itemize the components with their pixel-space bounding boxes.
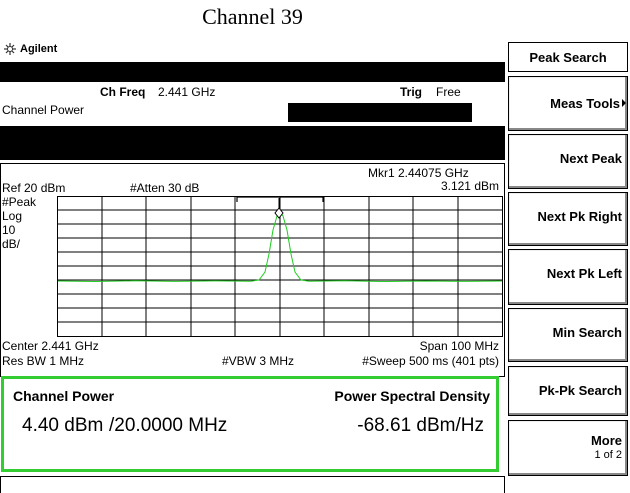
softkey-label: Meas Tools xyxy=(550,96,620,111)
softkey[interactable]: Next Pk Right xyxy=(508,192,628,246)
measurement-name: Channel Power xyxy=(2,103,85,117)
vbw: #VBW 3 MHz xyxy=(222,354,295,368)
softkey-label: More xyxy=(590,433,622,448)
menu-title: Peak Search xyxy=(508,42,628,72)
scale-type: Log xyxy=(2,209,23,223)
scale-unit: dB/ xyxy=(2,237,21,251)
bottom-bar xyxy=(0,476,505,493)
softkey[interactable]: Next Pk Left xyxy=(508,249,628,305)
span: Span 100 MHz xyxy=(419,339,499,353)
softkey[interactable]: Min Search xyxy=(508,308,628,362)
spectrum-graph xyxy=(57,196,503,337)
logo-icon xyxy=(4,43,16,55)
channel-power-value: 4.40 dBm xyxy=(22,415,104,436)
softkey-label: Pk-Pk Search xyxy=(538,383,622,398)
page-title: Channel 39 xyxy=(202,4,303,29)
status-bar xyxy=(0,62,505,82)
detector: #Peak xyxy=(2,195,37,209)
softkey[interactable]: Pk-Pk Search xyxy=(508,366,628,416)
sweep: #Sweep 500 ms (401 pts) xyxy=(362,354,499,368)
ref-level: Ref 20 dBm xyxy=(2,181,66,195)
graticule xyxy=(57,196,503,337)
softkey-label: Min Search xyxy=(552,325,622,340)
scale-div: 10 xyxy=(2,223,16,237)
softkey[interactable]: More 1 of 2 xyxy=(508,420,628,476)
ch-freq-label: Ch Freq xyxy=(100,85,146,99)
trig-label: Trig xyxy=(400,85,423,99)
status-box xyxy=(288,103,472,122)
analyzer-screen: Agilent Ch Freq 2.441 GHz Trig Free Chan… xyxy=(0,36,505,493)
marker xyxy=(274,207,284,219)
logo: Agilent xyxy=(20,43,58,55)
bandwidth-value: /20.0000 MHz xyxy=(109,415,228,436)
submenu-arrow xyxy=(622,99,626,107)
marker-level: 3.121 dBm xyxy=(440,179,499,193)
psd-value: -68.61 dBm/Hz xyxy=(357,415,484,436)
softkey-label: Next Pk Right xyxy=(537,209,622,224)
attenuation: #Atten 30 dB xyxy=(130,181,200,195)
res-bw: Res BW 1 MHz xyxy=(2,354,85,368)
softkey[interactable]: Meas Tools xyxy=(508,76,628,131)
marker-readout: Mkr1 2.44075 GHz xyxy=(368,166,469,180)
message-bar xyxy=(0,126,505,160)
channel-power-label: Channel Power xyxy=(13,388,115,404)
trig-value: Free xyxy=(436,85,461,99)
psd-label: Power Spectral Density xyxy=(334,388,490,404)
softkey-page: 1 of 2 xyxy=(594,449,622,461)
softkey-label: Next Pk Left xyxy=(546,266,622,281)
ch-freq-value: 2.441 GHz xyxy=(158,85,216,99)
softkey[interactable]: Next Peak xyxy=(508,134,628,189)
results-panel: Channel Power Power Spectral Density 4.4… xyxy=(1,376,499,472)
center-freq: Center 2.441 GHz xyxy=(2,339,99,353)
softkey-label: Next Peak xyxy=(559,151,622,166)
